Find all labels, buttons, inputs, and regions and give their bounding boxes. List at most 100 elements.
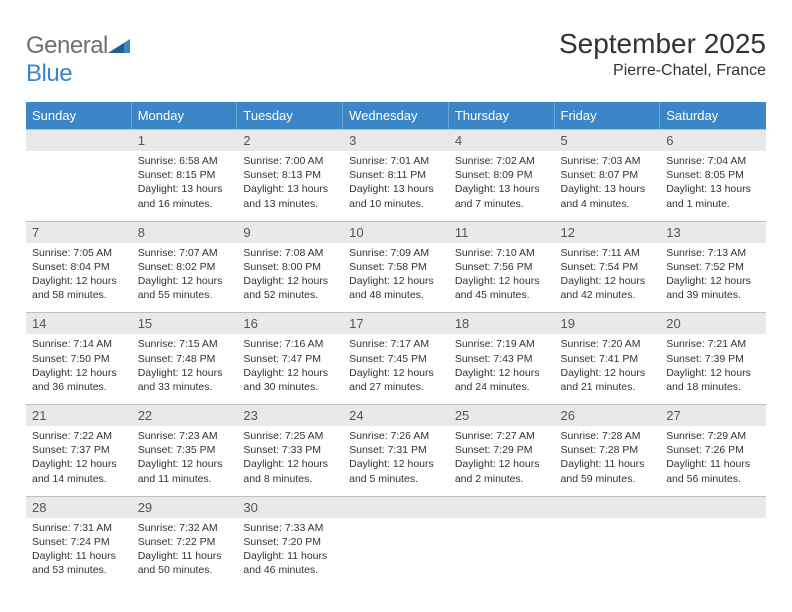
day-body: Sunrise: 7:00 AMSunset: 8:13 PMDaylight:… xyxy=(237,151,343,221)
day-body: Sunrise: 7:01 AMSunset: 8:11 PMDaylight:… xyxy=(343,151,449,221)
daylight: Daylight: 12 hours and 27 minutes. xyxy=(349,366,443,394)
calendar-cell: 22Sunrise: 7:23 AMSunset: 7:35 PMDayligh… xyxy=(132,404,238,496)
sunset: Sunset: 7:47 PM xyxy=(243,352,337,366)
sunset: Sunset: 8:13 PM xyxy=(243,168,337,182)
sunset: Sunset: 7:33 PM xyxy=(243,443,337,457)
sunset: Sunset: 7:54 PM xyxy=(561,260,655,274)
day-number: 7 xyxy=(26,222,132,243)
day-number xyxy=(343,497,449,518)
sunset: Sunset: 7:39 PM xyxy=(666,352,760,366)
calendar-row: 1Sunrise: 6:58 AMSunset: 8:15 PMDaylight… xyxy=(26,129,766,221)
day-body: Sunrise: 7:25 AMSunset: 7:33 PMDaylight:… xyxy=(237,426,343,496)
daylight: Daylight: 13 hours and 16 minutes. xyxy=(138,182,232,210)
sunrise: Sunrise: 7:28 AM xyxy=(561,429,655,443)
day-number: 13 xyxy=(660,222,766,243)
day-body xyxy=(343,518,449,580)
sunset: Sunset: 7:28 PM xyxy=(561,443,655,457)
daylight: Daylight: 12 hours and 24 minutes. xyxy=(455,366,549,394)
day-body: Sunrise: 7:10 AMSunset: 7:56 PMDaylight:… xyxy=(449,243,555,313)
sunset: Sunset: 7:24 PM xyxy=(32,535,126,549)
calendar-cell: 19Sunrise: 7:20 AMSunset: 7:41 PMDayligh… xyxy=(555,312,661,404)
sunrise: Sunrise: 7:17 AM xyxy=(349,337,443,351)
calendar-cell xyxy=(449,496,555,588)
day-number: 18 xyxy=(449,313,555,334)
day-number: 19 xyxy=(555,313,661,334)
day-number xyxy=(449,497,555,518)
calendar-cell: 13Sunrise: 7:13 AMSunset: 7:52 PMDayligh… xyxy=(660,221,766,313)
logo-mark-icon xyxy=(108,32,130,60)
sunrise: Sunrise: 7:32 AM xyxy=(138,521,232,535)
day-number: 15 xyxy=(132,313,238,334)
day-body: Sunrise: 7:03 AMSunset: 8:07 PMDaylight:… xyxy=(555,151,661,221)
sunset: Sunset: 8:02 PM xyxy=(138,260,232,274)
day-body: Sunrise: 7:05 AMSunset: 8:04 PMDaylight:… xyxy=(26,243,132,313)
calendar-row: 28Sunrise: 7:31 AMSunset: 7:24 PMDayligh… xyxy=(26,496,766,588)
day-body: Sunrise: 7:29 AMSunset: 7:26 PMDaylight:… xyxy=(660,426,766,496)
daylight: Daylight: 12 hours and 21 minutes. xyxy=(561,366,655,394)
calendar-row: 14 Sunrise: 7:14 AMSunset: 7:50 PM Dayligh… xyxy=(26,312,766,404)
daylight: Daylight: 12 hours and 8 minutes. xyxy=(243,457,337,485)
sunrise: Sunrise: 7:25 AM xyxy=(243,429,337,443)
calendar-cell: 12Sunrise: 7:11 AMSunset: 7:54 PMDayligh… xyxy=(555,221,661,313)
day-body xyxy=(555,518,661,580)
sunset: Sunset: 7:41 PM xyxy=(561,352,655,366)
daylight: Daylight: 11 hours and 50 minutes. xyxy=(138,549,232,577)
dow-sunday: Sunday xyxy=(26,102,132,129)
day-body xyxy=(26,151,132,213)
calendar-cell: 18Sunrise: 7:19 AMSunset: 7:43 PMDayligh… xyxy=(449,312,555,404)
day-body: Sunrise: 7:04 AMSunset: 8:05 PMDaylight:… xyxy=(660,151,766,221)
location: Pierre-Chatel, France xyxy=(559,62,766,80)
sunrise: Sunrise: 7:19 AM xyxy=(455,337,549,351)
calendar-cell: 3Sunrise: 7:01 AMSunset: 8:11 PMDaylight… xyxy=(343,129,449,221)
daylight: Daylight: 13 hours and 13 minutes. xyxy=(243,182,337,210)
day-number: 5 xyxy=(555,130,661,151)
day-number: 8 xyxy=(132,222,238,243)
daylight: Daylight: 12 hours and 52 minutes. xyxy=(243,274,337,302)
day-body: Sunrise: 7:09 AMSunset: 7:58 PMDaylight:… xyxy=(343,243,449,313)
calendar-cell: 4Sunrise: 7:02 AMSunset: 8:09 PMDaylight… xyxy=(449,129,555,221)
day-number: 12 xyxy=(555,222,661,243)
day-number: 17 xyxy=(343,313,449,334)
sunrise: Sunrise: 7:16 AM xyxy=(243,337,337,351)
day-number: 25 xyxy=(449,405,555,426)
daylight: Daylight: 12 hours and 2 minutes. xyxy=(455,457,549,485)
header: GeneralBlue September 2025 Pierre-Chatel… xyxy=(26,28,766,88)
daylight: Daylight: 12 hours and 58 minutes. xyxy=(32,274,126,302)
page: GeneralBlue September 2025 Pierre-Chatel… xyxy=(0,0,792,607)
day-body: Sunrise: 7:27 AMSunset: 7:29 PMDaylight:… xyxy=(449,426,555,496)
calendar-cell: 2Sunrise: 7:00 AMSunset: 8:13 PMDaylight… xyxy=(237,129,343,221)
calendar-cell: 8Sunrise: 7:07 AMSunset: 8:02 PMDaylight… xyxy=(132,221,238,313)
daylight: Daylight: 12 hours and 48 minutes. xyxy=(349,274,443,302)
sunrise: Sunrise: 7:04 AM xyxy=(666,154,760,168)
logo-word2: Blue xyxy=(26,60,72,87)
sunrise: Sunrise: 7:14 AM xyxy=(32,337,126,351)
day-number: 26 xyxy=(555,405,661,426)
sunrise: Sunrise: 7:23 AM xyxy=(138,429,232,443)
day-number: 23 xyxy=(237,405,343,426)
sunset: Sunset: 7:50 PM xyxy=(32,352,126,366)
calendar-cell: 7Sunrise: 7:05 AMSunset: 8:04 PMDaylight… xyxy=(26,221,132,313)
calendar-cell: 1Sunrise: 6:58 AMSunset: 8:15 PMDaylight… xyxy=(132,129,238,221)
day-number: 1 xyxy=(132,130,238,151)
logo: GeneralBlue xyxy=(26,32,130,88)
day-body: Sunrise: 7:16 AMSunset: 7:47 PMDaylight:… xyxy=(237,334,343,404)
day-body: Sunrise: 7:26 AMSunset: 7:31 PMDaylight:… xyxy=(343,426,449,496)
day-number: 11 xyxy=(449,222,555,243)
calendar-cell: 10Sunrise: 7:09 AMSunset: 7:58 PMDayligh… xyxy=(343,221,449,313)
daylight: Daylight: 12 hours and 11 minutes. xyxy=(138,457,232,485)
day-body: Sunrise: 7:32 AMSunset: 7:22 PMDaylight:… xyxy=(132,518,238,588)
sunrise: Sunrise: 7:33 AM xyxy=(243,521,337,535)
day-number xyxy=(555,497,661,518)
day-number: 10 xyxy=(343,222,449,243)
daylight: Daylight: 12 hours and 55 minutes. xyxy=(138,274,232,302)
calendar-cell: 26Sunrise: 7:28 AMSunset: 7:28 PMDayligh… xyxy=(555,404,661,496)
day-body: Sunrise: 6:58 AMSunset: 8:15 PMDaylight:… xyxy=(132,151,238,221)
sunset: Sunset: 8:09 PM xyxy=(455,168,549,182)
day-number: 3 xyxy=(343,130,449,151)
day-number: 14 xyxy=(26,313,132,334)
calendar-cell: 11Sunrise: 7:10 AMSunset: 7:56 PMDayligh… xyxy=(449,221,555,313)
sunset: Sunset: 7:22 PM xyxy=(138,535,232,549)
daylight: Daylight: 13 hours and 1 minute. xyxy=(666,182,760,210)
sunset: Sunset: 8:00 PM xyxy=(243,260,337,274)
sunset: Sunset: 8:07 PM xyxy=(561,168,655,182)
